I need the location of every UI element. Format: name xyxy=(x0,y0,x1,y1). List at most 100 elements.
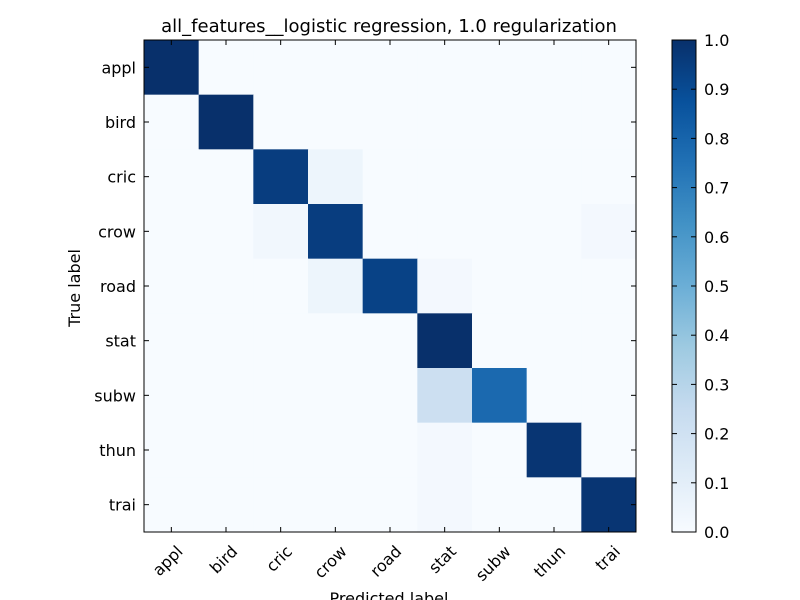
x-tick-label: bird xyxy=(206,542,241,577)
heatmap-cell xyxy=(472,258,528,314)
colorbar-tick-label: 0.4 xyxy=(704,326,729,345)
heatmap-cell xyxy=(144,368,200,424)
y-tick-label: bird xyxy=(105,113,136,132)
heatmap-cell xyxy=(526,40,582,96)
heatmap-cells xyxy=(144,40,637,533)
heatmap-cell xyxy=(144,149,200,205)
heatmap-cell xyxy=(581,94,637,150)
y-axis-label: True label xyxy=(65,249,84,328)
x-tick-label: crow xyxy=(310,542,350,582)
heatmap-cell xyxy=(308,477,364,533)
heatmap-cell xyxy=(253,258,309,314)
heatmap-cell xyxy=(581,258,637,314)
heatmap-cell xyxy=(198,40,254,96)
heatmap-cell xyxy=(144,422,200,478)
heatmap-cell xyxy=(472,313,528,369)
heatmap-cell xyxy=(253,40,309,96)
heatmap-cell xyxy=(581,368,637,424)
colorbar-tick-label: 0.0 xyxy=(704,523,729,542)
heatmap-cell xyxy=(198,94,254,150)
colorbar-tick-label: 0.9 xyxy=(704,80,729,99)
colorbar-tick-label: 0.8 xyxy=(704,129,729,148)
heatmap-cell xyxy=(581,422,637,478)
heatmap-cell xyxy=(417,422,473,478)
heatmap-cell xyxy=(526,477,582,533)
heatmap-cell xyxy=(472,422,528,478)
y-tick-label: trai xyxy=(109,496,136,515)
heatmap-cell xyxy=(526,149,582,205)
colorbar-tick-label: 0.6 xyxy=(704,228,729,247)
colorbar-tick-label: 0.3 xyxy=(704,375,729,394)
x-tick-labels: appl bird cric crow road stat subw thun trai xyxy=(149,542,624,585)
heatmap-cell xyxy=(308,149,364,205)
heatmap-cell xyxy=(472,477,528,533)
heatmap-cell xyxy=(144,40,200,96)
heatmap-cell xyxy=(581,204,637,260)
heatmap-cell xyxy=(144,477,200,533)
x-tick-label: cric xyxy=(262,542,296,576)
colorbar-tick-label: 1.0 xyxy=(704,31,729,50)
heatmap-cell xyxy=(253,477,309,533)
heatmap-cell xyxy=(308,204,364,260)
heatmap-cell xyxy=(362,313,418,369)
heatmap-cell xyxy=(198,422,254,478)
heatmap-cell xyxy=(362,422,418,478)
heatmap-cell xyxy=(526,258,582,314)
heatmap-cell xyxy=(144,313,200,369)
heatmap-cell xyxy=(417,477,473,533)
heatmap-cell xyxy=(362,40,418,96)
heatmap-cell xyxy=(198,149,254,205)
heatmap-cell xyxy=(417,258,473,314)
heatmap-cell xyxy=(253,204,309,260)
heatmap-cell xyxy=(308,368,364,424)
heatmap-cell xyxy=(581,40,637,96)
heatmap-cell xyxy=(253,313,309,369)
heatmap-cell xyxy=(526,204,582,260)
heatmap-cell xyxy=(362,149,418,205)
colorbar-tick-label: 0.7 xyxy=(704,179,729,198)
y-tick-label: crow xyxy=(98,222,136,241)
heatmap-cell xyxy=(526,94,582,150)
heatmap-cell xyxy=(362,368,418,424)
y-tick-labels: appl bird cric crow road stat subw thun trai xyxy=(94,58,136,514)
heatmap-cell xyxy=(308,40,364,96)
heatmap-cell xyxy=(144,94,200,150)
heatmap-cell xyxy=(581,477,637,533)
y-tick-label: stat xyxy=(105,332,136,351)
heatmap-cell xyxy=(526,313,582,369)
heatmap-cell xyxy=(417,313,473,369)
heatmap-cell xyxy=(198,477,254,533)
axis-ticks xyxy=(144,40,636,532)
heatmap-cell xyxy=(198,368,254,424)
heatmap-cell xyxy=(526,368,582,424)
heatmap-cell xyxy=(308,94,364,150)
heatmap-cell xyxy=(581,149,637,205)
y-tick-label: thun xyxy=(99,441,136,460)
heatmap-cell xyxy=(581,313,637,369)
heatmap-cell xyxy=(253,149,309,205)
x-tick-label: trai xyxy=(591,542,624,575)
heatmap-cell xyxy=(417,94,473,150)
heatmap-cell xyxy=(144,258,200,314)
heatmap-cell xyxy=(308,422,364,478)
heatmap-cell xyxy=(472,204,528,260)
colorbar-tick-label: 0.5 xyxy=(704,277,729,296)
x-axis-label: Predicted label xyxy=(330,589,449,600)
heatmap-cell xyxy=(253,94,309,150)
x-tick-label: appl xyxy=(149,542,187,580)
y-tick-label: appl xyxy=(101,58,136,77)
heatmap-cell xyxy=(472,40,528,96)
colorbar-ticks: 0.0 0.1 0.2 0.3 0.4 0.5 0.6 0.7 0.8 0.9 1.0 xyxy=(672,31,729,542)
heatmap-cell xyxy=(308,313,364,369)
heatmap-cell xyxy=(198,313,254,369)
heatmap-cell xyxy=(362,477,418,533)
heatmap-cell xyxy=(472,94,528,150)
heatmap-cell xyxy=(417,204,473,260)
y-tick-label: road xyxy=(100,277,136,296)
heatmap-cell xyxy=(362,258,418,314)
x-tick-label: thun xyxy=(530,542,569,581)
heatmap-cell xyxy=(362,94,418,150)
x-tick-label: road xyxy=(366,542,405,581)
heatmap-cell xyxy=(417,368,473,424)
